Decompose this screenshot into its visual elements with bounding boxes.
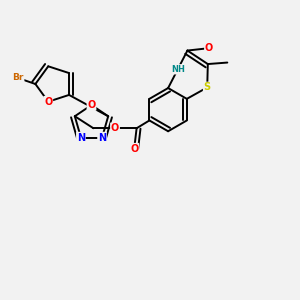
Text: NH: NH xyxy=(171,65,185,74)
Text: S: S xyxy=(204,82,211,92)
Text: Br: Br xyxy=(12,74,24,82)
Text: O: O xyxy=(87,100,96,110)
Text: N: N xyxy=(98,133,106,142)
Text: N: N xyxy=(77,133,85,142)
Text: O: O xyxy=(111,123,119,133)
Text: O: O xyxy=(205,43,213,53)
Text: O: O xyxy=(130,144,138,154)
Text: O: O xyxy=(44,97,52,107)
